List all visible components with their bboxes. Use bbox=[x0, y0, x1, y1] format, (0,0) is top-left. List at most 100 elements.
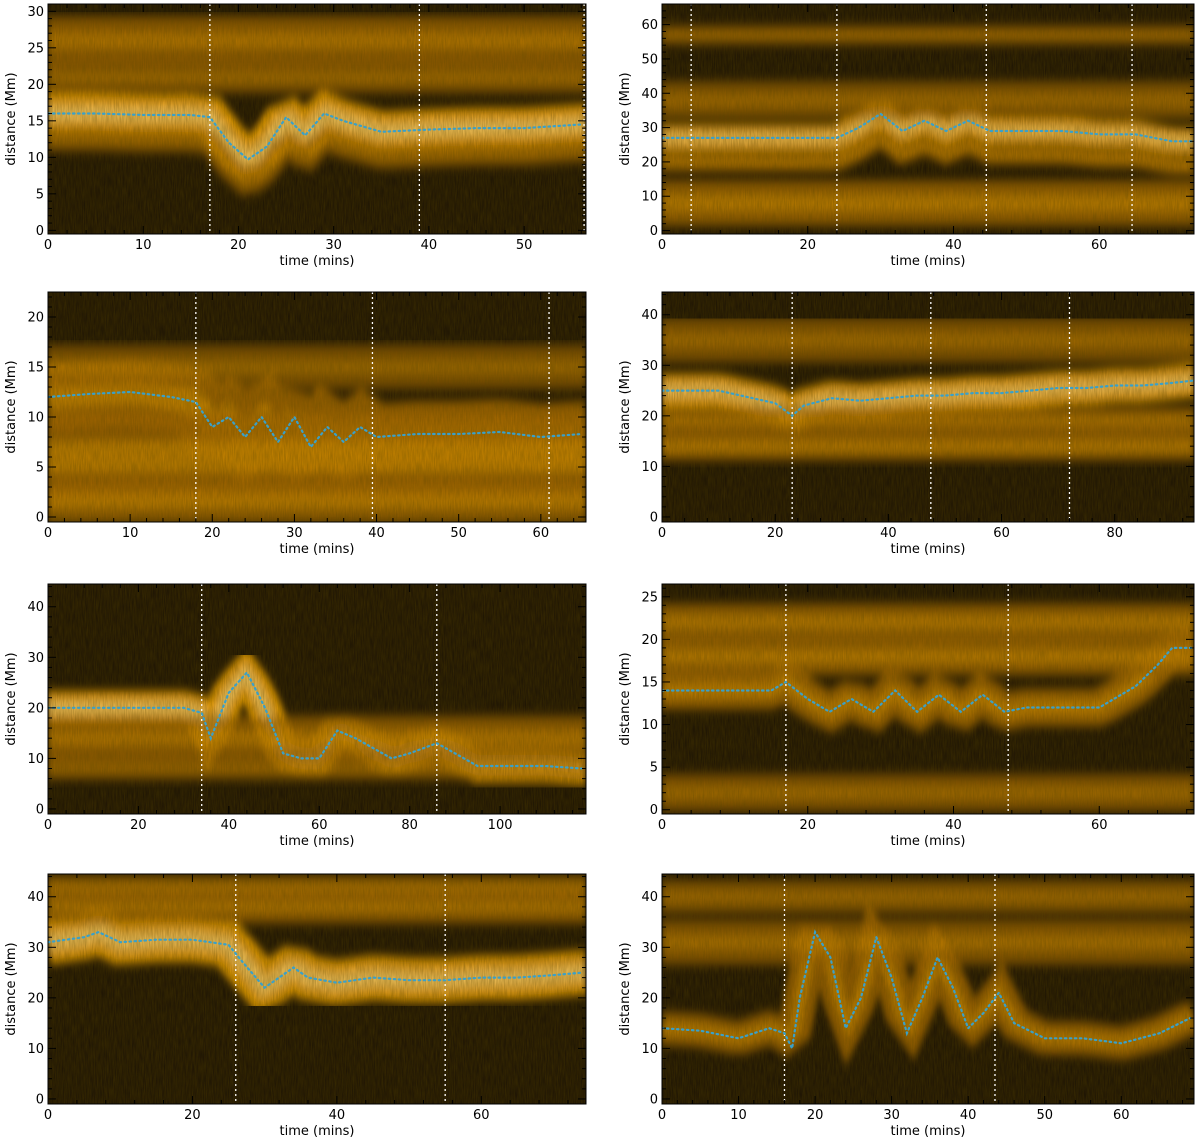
panel-e: 0 20 40 60 80 100 time (mins) 0 10 20 30 40 distance… bbox=[4, 583, 587, 849]
y-tick-label: 30 bbox=[641, 121, 658, 136]
x-tick-label: 20 bbox=[204, 526, 221, 541]
y-tick-label: 30 bbox=[641, 359, 658, 374]
x-tick-label: 100 bbox=[488, 818, 513, 833]
y-axis-label: distance (Mm) bbox=[4, 942, 19, 1035]
heatmap-texture bbox=[48, 874, 586, 1104]
x-tick-label: 10 bbox=[730, 1108, 747, 1123]
x-tick-label: 0 bbox=[658, 1108, 666, 1123]
plot-frame bbox=[47, 583, 587, 815]
y-axis: 0 10 20 30 40 distance (Mm) bbox=[4, 586, 586, 817]
x-tick-label: 40 bbox=[421, 238, 438, 253]
y-tick-label: 20 bbox=[27, 78, 44, 93]
x-tick-label: 30 bbox=[325, 238, 342, 253]
x-axis-label: time (mins) bbox=[280, 1124, 355, 1139]
y-tick-label: 30 bbox=[27, 651, 44, 666]
heatmap-image bbox=[48, 4, 586, 234]
y-tick-label: 40 bbox=[641, 308, 658, 323]
x-tick-label: 60 bbox=[1091, 818, 1108, 833]
y-tick-label: 15 bbox=[27, 114, 44, 129]
y-tick-label: 30 bbox=[641, 941, 658, 956]
panel-g: 0 20 40 60 time (mins) 0 10 20 30 40 distance (Mm) bbox=[4, 873, 587, 1139]
x-tick-label: 40 bbox=[945, 238, 962, 253]
x-tick-label: 80 bbox=[1106, 526, 1123, 541]
x-tick-label: 20 bbox=[230, 238, 247, 253]
y-tick-label: 0 bbox=[650, 510, 658, 525]
x-tick-label: 0 bbox=[658, 526, 666, 541]
x-tick-label: 60 bbox=[1091, 238, 1108, 253]
x-tick-label: 40 bbox=[945, 818, 962, 833]
y-tick-label: 20 bbox=[641, 409, 658, 424]
y-tick-label: 0 bbox=[36, 802, 44, 817]
heatmap-image bbox=[662, 4, 1194, 234]
y-tick-label: 10 bbox=[641, 460, 658, 475]
y-tick-label: 10 bbox=[27, 411, 44, 426]
x-axis: 0 10 20 30 40 50 60 time (mins) bbox=[44, 292, 575, 557]
plot-frame bbox=[47, 3, 587, 235]
y-tick-label: 0 bbox=[650, 1092, 658, 1107]
panel-h: 0 10 20 30 40 50 60 time (mins) 0 10 20 30 40 distanc… bbox=[618, 873, 1195, 1139]
x-tick-label: 60 bbox=[533, 526, 550, 541]
x-tick-label: 40 bbox=[368, 526, 385, 541]
x-tick-label: 0 bbox=[44, 818, 52, 833]
heatmap-image bbox=[662, 584, 1194, 814]
tracked-position-line bbox=[662, 112, 1194, 143]
x-axis: 0 20 40 60 time (mins) bbox=[658, 4, 1188, 269]
x-axis-label: time (mins) bbox=[280, 254, 355, 269]
heatmap-texture bbox=[48, 292, 586, 522]
x-tick-label: 80 bbox=[401, 818, 418, 833]
x-tick-label: 0 bbox=[44, 526, 52, 541]
x-tick-label: 0 bbox=[658, 818, 666, 833]
heatmap-texture bbox=[662, 292, 1194, 522]
y-axis-label: distance (Mm) bbox=[4, 652, 19, 745]
x-axis: 0 20 40 60 time (mins) bbox=[44, 874, 569, 1139]
y-tick-label: 40 bbox=[27, 890, 44, 905]
x-tick-label: 20 bbox=[799, 818, 816, 833]
panel-f: 0 20 40 60 time (mins) 0 5 10 15 20 25 distance (Mm… bbox=[618, 583, 1195, 849]
x-tick-label: 30 bbox=[286, 526, 303, 541]
y-axis-label: distance (Mm) bbox=[618, 942, 633, 1035]
x-tick-label: 60 bbox=[1113, 1108, 1130, 1123]
y-tick-label: 10 bbox=[27, 151, 44, 166]
panel-d: 0 20 40 60 80 time (mins) 0 10 20 30 40 distance (M… bbox=[618, 291, 1195, 557]
y-axis: 0 5 10 15 20 25 30 distance (Mm) bbox=[4, 3, 586, 239]
y-axis: 0 5 10 15 20 distance (Mm) bbox=[4, 296, 586, 526]
x-tick-label: 20 bbox=[767, 526, 784, 541]
x-tick-label: 40 bbox=[329, 1108, 346, 1123]
x-tick-label: 20 bbox=[799, 238, 816, 253]
heatmap-texture bbox=[662, 4, 1194, 234]
x-tick-label: 40 bbox=[221, 818, 238, 833]
tracked-position-line bbox=[662, 929, 1192, 1052]
x-tick-label: 60 bbox=[993, 526, 1010, 541]
y-tick-label: 10 bbox=[27, 1042, 44, 1057]
x-axis-label: time (mins) bbox=[891, 254, 966, 269]
x-axis: 0 10 20 30 40 50 60 time (mins) bbox=[658, 874, 1184, 1139]
y-tick-label: 50 bbox=[641, 52, 658, 67]
plot-frame bbox=[661, 291, 1195, 523]
tracked-position-line bbox=[662, 646, 1194, 714]
y-tick-label: 20 bbox=[27, 991, 44, 1006]
panel-b: 0 20 40 60 time (mins) 0 10 20 30 40 50 60 distance … bbox=[618, 3, 1195, 269]
y-tick-label: 0 bbox=[650, 803, 658, 818]
y-axis-label: distance (Mm) bbox=[4, 360, 19, 453]
heatmap-image bbox=[48, 584, 586, 814]
y-tick-label: 60 bbox=[641, 18, 658, 33]
y-tick-label: 25 bbox=[641, 590, 658, 605]
y-axis-label: distance (Mm) bbox=[618, 652, 633, 745]
x-axis-label: time (mins) bbox=[280, 834, 355, 849]
tracked-position-line bbox=[48, 930, 584, 990]
heatmap-texture bbox=[48, 584, 586, 814]
heatmap-texture bbox=[662, 874, 1194, 1104]
y-tick-label: 20 bbox=[27, 701, 44, 716]
x-tick-label: 0 bbox=[44, 1108, 52, 1123]
y-axis: 0 10 20 30 40 distance (Mm) bbox=[618, 294, 1194, 525]
y-axis: 0 10 20 30 40 50 60 distance (Mm) bbox=[618, 3, 1194, 239]
heatmap-texture bbox=[48, 4, 586, 234]
y-tick-label: 20 bbox=[27, 311, 44, 326]
y-tick-label: 0 bbox=[650, 224, 658, 239]
x-tick-label: 50 bbox=[1036, 1108, 1053, 1123]
y-axis-label: distance (Mm) bbox=[618, 72, 633, 165]
x-tick-label: 50 bbox=[516, 238, 533, 253]
y-tick-label: 40 bbox=[641, 87, 658, 102]
